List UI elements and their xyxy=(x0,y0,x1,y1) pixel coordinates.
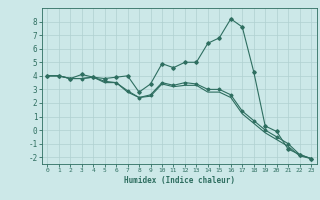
X-axis label: Humidex (Indice chaleur): Humidex (Indice chaleur) xyxy=(124,176,235,185)
